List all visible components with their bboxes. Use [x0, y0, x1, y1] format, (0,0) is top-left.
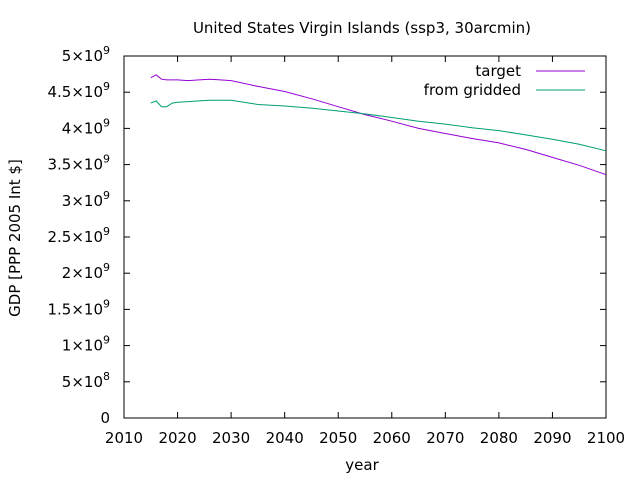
y-tick-exponent: 9: [103, 116, 110, 129]
x-tick-label: 2100: [587, 429, 625, 447]
y-tick-label: 0: [100, 409, 110, 427]
y-tick-mantissa: 5×10: [62, 373, 103, 391]
y-tick-mantissa: 4×10: [62, 119, 103, 137]
x-tick-label: 2090: [533, 429, 571, 447]
y-tick-mantissa: 5×10: [62, 47, 103, 65]
y-tick-mantissa: 1×10: [62, 337, 103, 355]
x-tick-label: 2060: [373, 429, 411, 447]
series-layer: [150, 74, 607, 176]
y-tick-label: 5×109: [62, 44, 110, 65]
legend-label: target: [475, 62, 521, 80]
series-line-0: [150, 74, 607, 176]
y-tick-exponent: 9: [103, 261, 110, 274]
y-tick-exponent: 9: [103, 225, 110, 238]
y-tick-exponent: 9: [103, 297, 110, 310]
legend-label: from gridded: [424, 81, 521, 99]
series-line-1: [150, 99, 607, 152]
y-tick-mantissa: 2×10: [62, 264, 103, 282]
y-tick-label: 4×109: [62, 116, 110, 137]
y-tick-exponent: 9: [103, 153, 110, 166]
x-tick-label: 2080: [480, 429, 518, 447]
x-axis: 2010 2020 2030 2040 2050 2060 2070 2080 2090 2100: [105, 56, 625, 447]
y-tick-mantissa: 1.5×10: [47, 300, 103, 318]
y-tick-label: 2.5×109: [47, 225, 110, 246]
y-axis: 05×1081×1091.5×1092×1092.5×1093×1093.5×1…: [47, 44, 606, 427]
chart-title: United States Virgin Islands (ssp3, 30ar…: [193, 19, 531, 37]
y-tick-exponent: 8: [103, 370, 110, 383]
x-axis-label: year: [345, 456, 379, 474]
y-tick-mantissa: 3.5×10: [47, 156, 103, 174]
y-tick-exponent: 9: [103, 80, 110, 93]
x-tick-label: 2010: [105, 429, 143, 447]
y-tick-label: 3.5×109: [47, 153, 110, 174]
y-tick-mantissa: 0: [100, 409, 110, 427]
y-tick-label: 1×109: [62, 334, 110, 355]
y-tick-mantissa: 3×10: [62, 192, 103, 210]
y-tick-exponent: 9: [103, 334, 110, 347]
x-tick-label: 2070: [426, 429, 464, 447]
y-tick-label: 4.5×109: [47, 80, 110, 101]
y-tick-label: 1.5×109: [47, 297, 110, 318]
y-tick-label: 2×109: [62, 261, 110, 282]
x-tick-label: 2020: [158, 429, 196, 447]
y-tick-label: 3×109: [62, 189, 110, 210]
y-tick-label: 5×108: [62, 370, 110, 391]
plot-frame: [123, 55, 607, 419]
y-tick-mantissa: 2.5×10: [47, 228, 103, 246]
x-tick-label: 2040: [266, 429, 304, 447]
y-axis-label: GDP [PPP 2005 Int $]: [6, 159, 24, 317]
x-tick-label: 2050: [319, 429, 357, 447]
x-tick-label: 2030: [212, 429, 250, 447]
y-tick-exponent: 9: [103, 189, 110, 202]
y-tick-mantissa: 4.5×10: [47, 83, 103, 101]
y-tick-exponent: 9: [103, 44, 110, 57]
